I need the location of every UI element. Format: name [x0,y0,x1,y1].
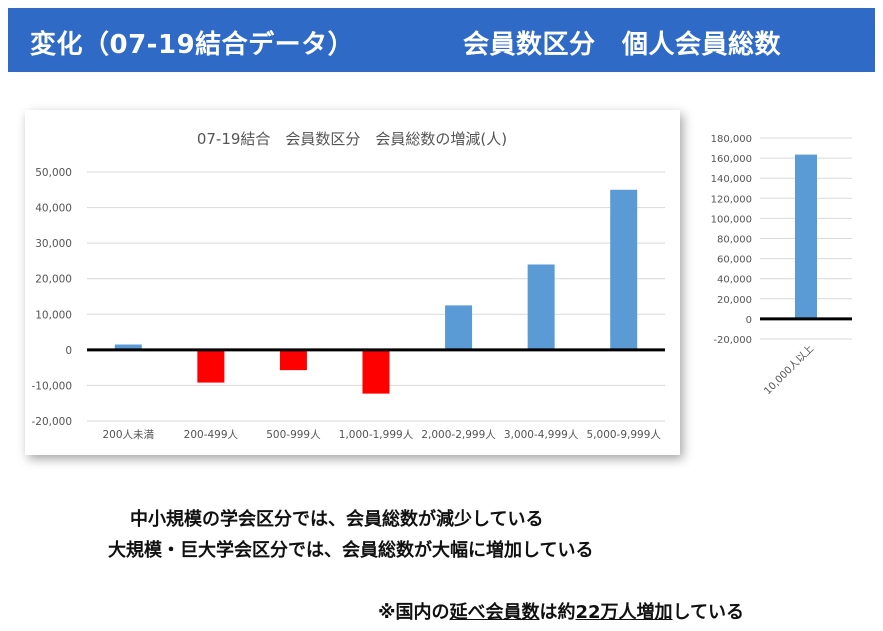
y-tick-label: 120,000 [711,194,752,205]
page-subtitle: 会員数区分 個人会員総数 [463,30,782,60]
x-tick-label: 200-499人 [184,429,239,441]
y-tick-label: 50,000 [35,167,72,179]
x-tick-label: 500-999人 [266,429,321,441]
bar [362,349,390,394]
y-tick-label: 20,000 [35,274,72,286]
x-tick-label: 200人未満 [103,429,155,441]
x-tick-label: 1,000-1,999人 [339,429,414,441]
x-tick-label: 2,000-2,999人 [421,429,496,441]
y-tick-label: 30,000 [35,238,72,250]
x-tick-label: 3,000-4,999人 [504,429,579,441]
bar [279,349,307,371]
y-tick-label: 40,000 [717,275,752,286]
x-tick-label: 10,000人以上 [762,343,816,397]
y-tick-label: 10,000 [35,309,72,321]
chart-title: 07-19結合 会員数区分 会員総数の増減(人) [197,130,507,148]
y-tick-label: 80,000 [717,235,752,246]
y-tick-label: 140,000 [711,174,752,185]
y-tick-label: 20,000 [717,295,752,306]
main-chart-panel: 07-19結合 会員数区分 会員総数の増減(人) -20,000 -10,000 0 1… [25,110,680,455]
y-tick-label: 0 [746,315,752,326]
bar [527,264,555,350]
bar [445,305,473,350]
y-tick-label: 40,000 [35,203,72,215]
footnote: ※国内の延べ会員数は約22万人増加している [378,598,744,624]
bar [795,154,817,319]
note-part-3: は約 [539,602,576,623]
main-bar-chart: 07-19結合 会員数区分 会員総数の増減(人) -20,000 -10,000 0 1… [31,130,665,441]
title-banner: 変化（07-19結合データ） 会員数区分 個人会員総数 [8,8,875,72]
note-part-2: 延べ会員数 [449,602,540,623]
summary-line-small: 中小規模の学会区分では、会員総数が減少している [130,509,544,530]
y-tick-label: -20,000 [713,335,752,346]
y-tick-label: -10,000 [31,380,72,392]
x-tick-label: 5,000-9,999人 [587,429,662,441]
large-society-bar-chart: -20,000 0 20,000 40,000 60,000 80,000 100,000 1… [711,134,852,397]
y-tick-label: 160,000 [711,154,752,165]
bar [114,344,142,350]
summary-line-large: 大規模・巨大学会区分では、会員総数が大幅に増加している [108,540,594,561]
y-tick-label: 60,000 [717,255,752,266]
note-part-4: 22万人増加 [575,602,673,623]
note-part-5: している [672,602,745,623]
y-tick-label: 0 [65,345,72,357]
y-tick-label: 100,000 [711,214,752,225]
y-tick-label: 180,000 [711,134,752,145]
y-tick-label: -20,000 [31,416,72,428]
page-title: 変化（07-19結合データ） [30,30,355,60]
bar [610,189,638,350]
note-part-1: ※国内の [378,602,450,623]
bar [197,349,225,383]
